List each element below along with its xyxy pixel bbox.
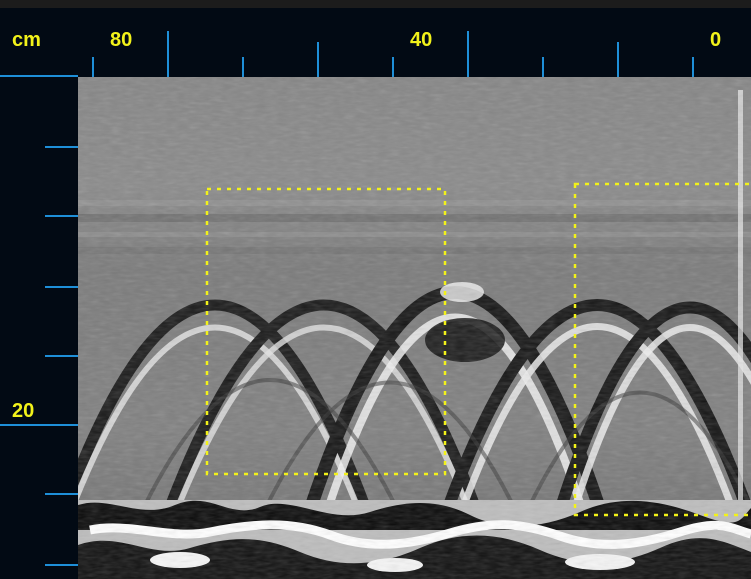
scan-texture [78, 77, 751, 579]
top-ruler-label-40: 40 [410, 29, 432, 51]
radargram-image[interactable] [60, 77, 751, 579]
left-ruler-panel [0, 0, 78, 579]
left-ruler-label-20: 20 [12, 400, 34, 422]
roi-box-left[interactable] [205, 187, 447, 476]
top-ruler-panel [0, 0, 751, 77]
top-ruler-label-80: 80 [110, 29, 132, 51]
unit-label: cm [12, 29, 41, 51]
window-top-border [0, 0, 751, 8]
top-ruler-label-0: 0 [710, 29, 721, 51]
roi-box-right[interactable] [573, 182, 751, 517]
left-ruler-ticks [0, 146, 78, 566]
top-ruler-ticks [92, 31, 694, 77]
